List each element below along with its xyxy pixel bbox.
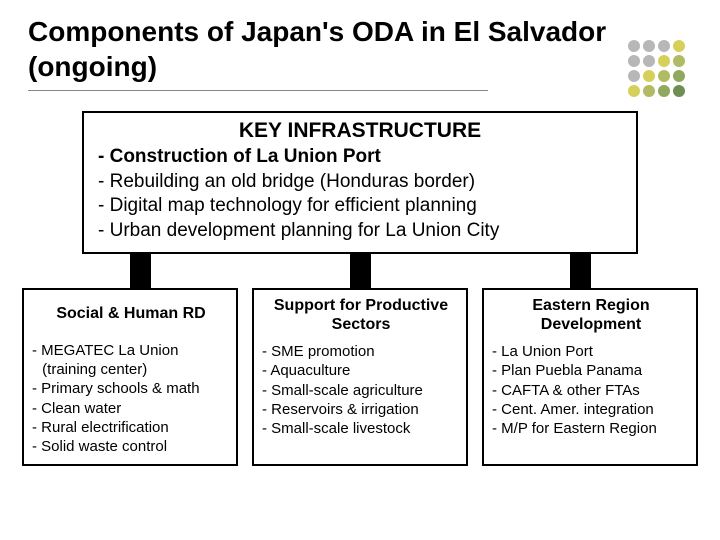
column-line: - SME promotion — [262, 342, 460, 361]
column-line: - Rural electrification — [32, 418, 230, 437]
column-line: - Clean water — [32, 399, 230, 418]
column-line: - Cent. Amer. integration — [492, 400, 690, 419]
column-box: Support for Productive Sectors - SME prom… — [252, 288, 468, 466]
connector — [350, 254, 371, 288]
decorative-dots — [624, 36, 694, 106]
column-line: - Plan Puebla Panama — [492, 361, 690, 380]
column-line: - Small-scale livestock — [262, 419, 460, 438]
column-heading: Eastern Region Development — [492, 296, 690, 334]
connector — [570, 254, 591, 288]
column-box: Eastern Region Development - La Union Por… — [482, 288, 698, 466]
connector — [130, 254, 151, 288]
key-infrastructure-box: KEY INFRASTRUCTURE - Construction of La … — [82, 111, 638, 254]
connectors — [0, 254, 720, 288]
title-area: Components of Japan's ODA in El Salvador… — [0, 0, 720, 99]
column-line: - MEGATEC La Union — [32, 341, 230, 360]
column-line: - Aquaculture — [262, 361, 460, 380]
column-line: - La Union Port — [492, 342, 690, 361]
top-line: - Digital map technology for efficient p… — [98, 194, 622, 219]
column-line: - M/P for Eastern Region — [492, 419, 690, 438]
column-heading: Social & Human RD — [32, 304, 230, 323]
top-heading: KEY INFRASTRUCTURE — [98, 119, 622, 143]
column-line: (training center) — [32, 360, 230, 379]
column-heading: Support for Productive Sectors — [262, 296, 460, 334]
column-line: - CAFTA & other FTAs — [492, 381, 690, 400]
column-line: - Reservoirs & irrigation — [262, 400, 460, 419]
top-bold-line: - Construction of La Union Port — [98, 145, 622, 170]
page-title: Components of Japan's ODA in El Salvador… — [28, 14, 692, 84]
column-line: - Solid waste control — [32, 437, 230, 456]
title-underline — [28, 90, 488, 91]
top-line: - Urban development planning for La Unio… — [98, 219, 622, 244]
column-line: - Primary schools & math — [32, 379, 230, 398]
column-line: - Small-scale agriculture — [262, 381, 460, 400]
bottom-row: Social & Human RD - MEGATEC La Union (tra… — [0, 288, 720, 466]
column-box: Social & Human RD - MEGATEC La Union (tra… — [22, 288, 238, 466]
top-line: - Rebuilding an old bridge (Honduras bor… — [98, 170, 622, 195]
